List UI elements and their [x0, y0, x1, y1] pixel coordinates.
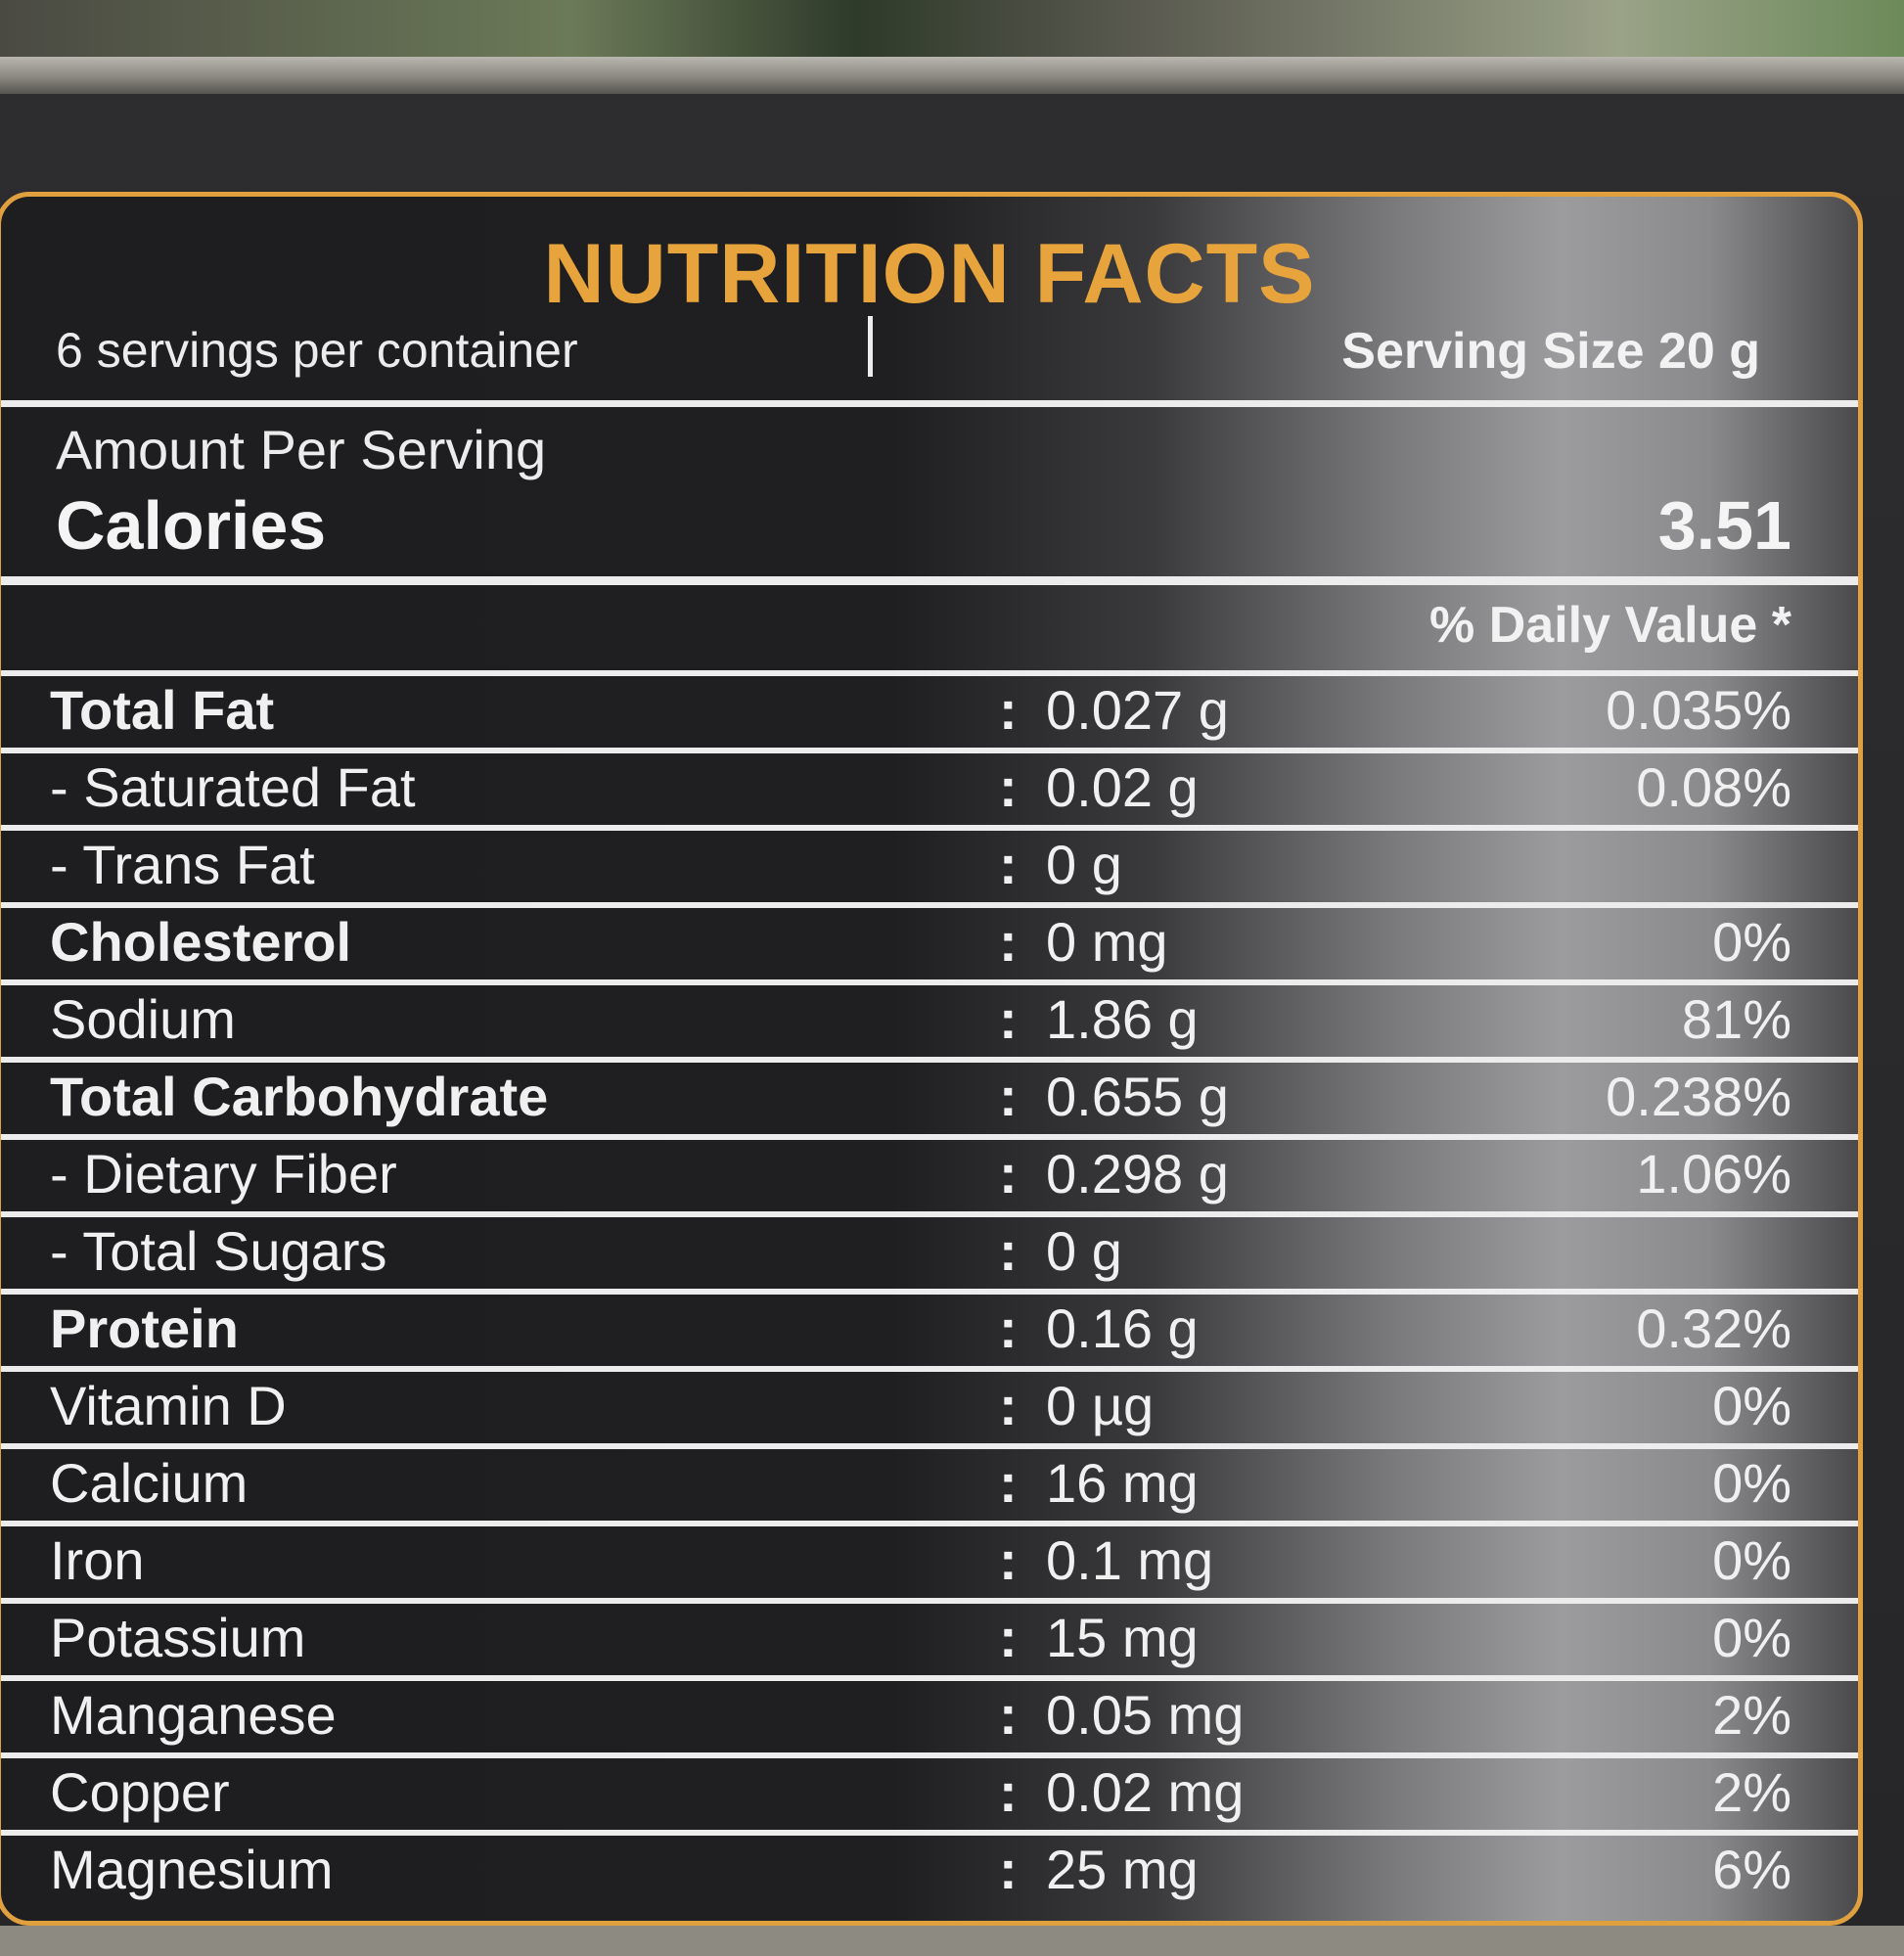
nutrient-daily-value: 0.238% [1606, 1066, 1791, 1127]
separator-colon: : [999, 756, 1018, 818]
nutrient-row: Sodium:1.86 g 81% [1, 979, 1858, 1057]
nutrient-amount: 16 mg [1046, 1452, 1199, 1514]
serving-size: Serving Size 20 g [1341, 323, 1760, 380]
separator-colon: : [999, 1607, 1018, 1668]
nutrient-daily-value: 0% [1712, 1452, 1791, 1514]
nutrient-row: - Saturated Fat:0.02 g 0.08% [1, 748, 1858, 825]
nutrient-amount: 0.655 g [1046, 1066, 1229, 1127]
nutrient-daily-value: 0.08% [1636, 756, 1791, 818]
nutrient-name: - Trans Fat [50, 834, 315, 895]
nutrient-name: Total Fat [50, 679, 275, 741]
nutrient-daily-value: 81% [1681, 988, 1791, 1050]
nutrient-amount: 15 mg [1046, 1607, 1199, 1668]
nutrition-facts-panel: NUTRITION FACTS 6 servings per container… [0, 192, 1863, 1926]
nutrient-daily-value: 0.035% [1606, 679, 1791, 741]
nutrient-daily-value: 0% [1712, 1607, 1791, 1668]
nutrient-name: - Dietary Fiber [50, 1143, 397, 1205]
header-divider [868, 316, 873, 377]
nutrient-row: Iron:0.1 mg 0% [1, 1521, 1858, 1598]
separator-colon: : [999, 1143, 1018, 1205]
separator-colon: : [999, 1761, 1018, 1823]
nutrient-name: - Total Sugars [50, 1220, 387, 1282]
nutrient-daily-value: 6% [1712, 1839, 1791, 1900]
separator-colon: : [999, 911, 1018, 973]
box-top-edge [0, 57, 1904, 94]
nutrient-amount: 0.05 mg [1046, 1684, 1245, 1746]
amount-per-serving: Amount Per Serving [56, 419, 547, 480]
nutrient-row: Protein:0.16 g 0.32% [1, 1289, 1858, 1366]
divider-line [1, 400, 1858, 407]
nutrient-daily-value: 0% [1712, 1375, 1791, 1436]
nutrient-row: Vitamin D:0 µg 0% [1, 1366, 1858, 1443]
calories-label: Calories [56, 487, 327, 564]
nutrient-row: Calcium:16 mg 0% [1, 1443, 1858, 1521]
daily-value-header: % Daily Value * [1429, 597, 1791, 654]
nutrient-name: - Saturated Fat [50, 756, 416, 818]
nutrient-amount: 0.16 g [1046, 1297, 1199, 1359]
nutrient-amount: 0.298 g [1046, 1143, 1229, 1205]
divider-line [1, 576, 1858, 585]
nutrient-table: Total Fat:0.027 g 0.035% - Saturated Fat:0… [1, 670, 1858, 1907]
separator-colon: : [999, 1066, 1018, 1127]
nutrient-name: Calcium [50, 1452, 249, 1514]
nutrient-amount: 0 µg [1046, 1375, 1155, 1436]
nutrient-daily-value: 2% [1712, 1761, 1791, 1823]
nutrient-amount: 1.86 g [1046, 988, 1199, 1050]
nutrient-amount: 0.027 g [1046, 679, 1229, 741]
nutrient-amount: 0 mg [1046, 911, 1168, 973]
separator-colon: : [999, 1452, 1018, 1514]
nutrient-amount: 0.02 g [1046, 756, 1199, 818]
nutrient-amount: 0 g [1046, 834, 1122, 895]
nutrient-amount: 25 mg [1046, 1839, 1199, 1900]
nutrient-amount: 0.02 mg [1046, 1761, 1245, 1823]
nutrient-amount: 0.1 mg [1046, 1529, 1214, 1591]
separator-colon: : [999, 679, 1018, 741]
nutrient-daily-value: 0.32% [1636, 1297, 1791, 1359]
nutrient-name: Manganese [50, 1684, 337, 1746]
separator-colon: : [999, 1297, 1018, 1359]
nutrient-row: Copper:0.02 mg 2% [1, 1752, 1858, 1830]
box-bottom-edge [0, 1926, 1904, 1956]
separator-colon: : [999, 1375, 1018, 1436]
nutrient-row: Manganese:0.05 mg 2% [1, 1675, 1858, 1752]
calories-value: 3.51 [1657, 487, 1791, 564]
nutrient-name: Copper [50, 1761, 230, 1823]
nutrient-name: Protein [50, 1297, 239, 1359]
nutrient-name: Sodium [50, 988, 236, 1050]
nutrient-name: Magnesium [50, 1839, 334, 1900]
nutrient-name: Vitamin D [50, 1375, 287, 1436]
nutrient-daily-value: 0% [1712, 1529, 1791, 1591]
nutrient-row: - Total Sugars:0 g [1, 1211, 1858, 1289]
nutrient-name: Iron [50, 1529, 145, 1591]
separator-colon: : [999, 834, 1018, 895]
nutrient-daily-value: 0% [1712, 911, 1791, 973]
nutrient-name: Cholesterol [50, 911, 352, 973]
nutrient-name: Total Carbohydrate [50, 1066, 549, 1127]
nutrient-row: - Dietary Fiber:0.298 g 1.06% [1, 1134, 1858, 1211]
nutrient-row: Cholesterol:0 mg 0% [1, 902, 1858, 979]
nutrient-amount: 0 g [1046, 1220, 1122, 1282]
servings-per-container: 6 servings per container [56, 323, 578, 378]
separator-colon: : [999, 1220, 1018, 1282]
separator-colon: : [999, 1839, 1018, 1900]
background-top-strip [0, 0, 1904, 57]
nutrient-row: Magnesium:25 mg 6% [1, 1830, 1858, 1907]
nutrient-row: Potassium:15 mg 0% [1, 1598, 1858, 1675]
nutrient-name: Potassium [50, 1607, 306, 1668]
nutrient-row: Total Carbohydrate:0.655 g 0.238% [1, 1057, 1858, 1134]
nutrient-row: - Trans Fat:0 g [1, 825, 1858, 902]
label-title: NUTRITION FACTS [543, 227, 1316, 321]
separator-colon: : [999, 1684, 1018, 1746]
nutrient-daily-value: 2% [1712, 1684, 1791, 1746]
separator-colon: : [999, 988, 1018, 1050]
nutrient-row: Total Fat:0.027 g 0.035% [1, 670, 1858, 748]
separator-colon: : [999, 1529, 1018, 1591]
nutrient-daily-value: 1.06% [1636, 1143, 1791, 1205]
